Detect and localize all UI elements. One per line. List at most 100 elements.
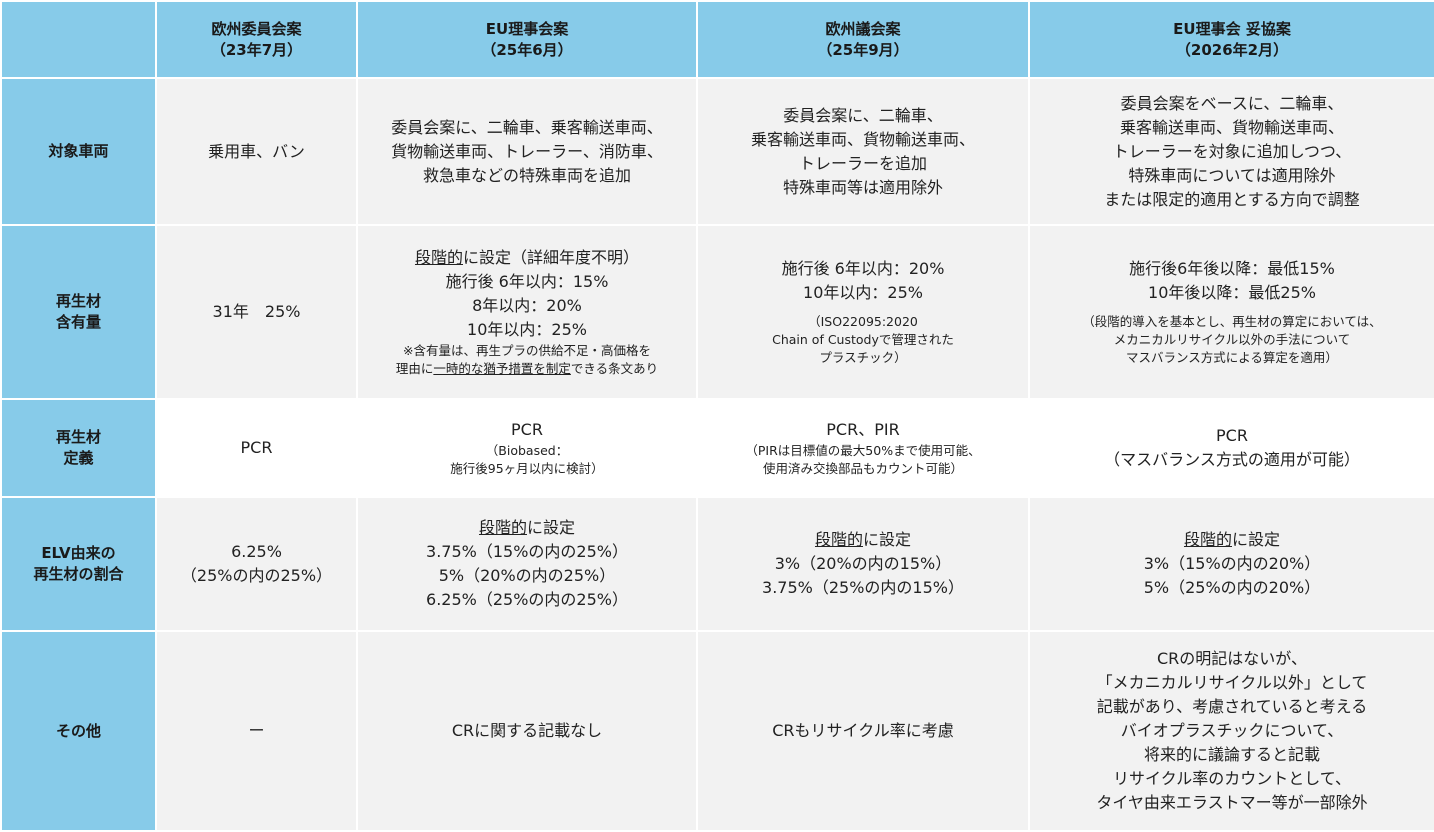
- text-line: 段階的に設定: [702, 528, 1024, 552]
- row-label-line: ELV由来の: [41, 544, 116, 562]
- text-line: 31年 25%: [212, 302, 301, 321]
- text-line: （マスバランス方式の適用が可能）: [1104, 450, 1360, 469]
- column-header: EU理事会 妥協案 （2026年2月）: [1028, 0, 1434, 79]
- text-line: 委員会案に、二輪車、: [783, 105, 943, 125]
- table-cell: 委員会案をベースに、二輪車、 乗客輸送車両、貨物輸送車両、 トレーラーを対象に追加し…: [1028, 77, 1434, 226]
- text-line: または限定的適用とする方向で調整: [1104, 189, 1360, 209]
- note-line: （Biobased：: [485, 443, 569, 458]
- row-label-line: その他: [55, 721, 101, 740]
- table-cell: PCR （Biobased： 施行後95ヶ月以内に検討）: [356, 398, 698, 498]
- text-part: 理由に: [395, 361, 434, 376]
- text-line: 3%（15%の内の20%）: [1143, 554, 1321, 573]
- text-part: に設定: [1232, 530, 1281, 549]
- text-line: PCR: [511, 420, 543, 439]
- table-cell: PCR、PIR （PIRは目標値の最大50%まで使用可能、 使用済み交換部品もカウン…: [696, 398, 1030, 498]
- table-cell: ー: [155, 630, 358, 832]
- text-line: 特殊車両等は適用除外: [782, 177, 943, 197]
- text-line: 「メカニカルリサイクル以外」として: [1096, 673, 1368, 692]
- header-line: 欧州委員会案: [211, 19, 302, 38]
- header-line: EU理事会案: [485, 19, 569, 38]
- text-line: 救急車などの特殊車両を追加: [422, 165, 631, 185]
- table-row: 再生材 含有量 31年 25% 段階的に設定（詳細年度不明） 施行後 6年以内：15% 8…: [0, 224, 1434, 400]
- text-line: リサイクル率のカウントとして、: [1113, 769, 1351, 788]
- column-header: 欧州議会案 （25年9月）: [696, 0, 1030, 79]
- table-cell: 委員会案に、二輪車、 乗客輸送車両、貨物輸送車両、 トレーラーを追加 特殊車両等は適用…: [696, 77, 1030, 226]
- row-label-line: 再生材: [55, 428, 101, 446]
- header-line: EU理事会 妥協案: [1173, 19, 1291, 38]
- text-part: に設定: [527, 518, 576, 537]
- text-line: タイヤ由来エラストマー等が一部除外: [1096, 793, 1368, 812]
- table-cell: 6.25% （25%の内の25%）: [155, 496, 358, 632]
- text-line: CRに関する記載なし: [451, 721, 603, 740]
- row-header: 再生材 含有量: [0, 224, 157, 400]
- text-line: PCR、PIR: [826, 420, 900, 439]
- text-line: 3%（20%の内の15%）: [774, 554, 952, 573]
- text-line: 段階的に設定（詳細年度不明）: [362, 246, 692, 270]
- row-label-line: 定義: [63, 449, 94, 467]
- text-line: CRの明記はないが、: [1157, 649, 1307, 668]
- note-line: マスバランス方式による算定を適用）: [1126, 350, 1338, 365]
- row-header: その他: [0, 630, 157, 832]
- underlined-text: 段階的: [814, 530, 863, 549]
- text-line: PCR: [240, 438, 273, 457]
- text-line: 施行後 6年以内：20%: [781, 259, 945, 278]
- table-cell: CRに関する記載なし: [356, 630, 698, 832]
- text-line: 貨物輸送車両、トレーラー、消防車、: [391, 141, 663, 161]
- text-line: 委員会案に、二輪車、乗客輸送車両、: [391, 117, 663, 137]
- text-line: （25%の内の25%）: [180, 566, 333, 585]
- text-line: 記載があり、考慮されていると考える: [1096, 697, 1368, 716]
- text-line: 10年後以降：最低25%: [1148, 283, 1316, 302]
- note-line: ※含有量は、再生プラの供給不足・高価格を: [403, 343, 651, 358]
- text-part: できる条文あり: [570, 361, 659, 376]
- header-line: 欧州議会案: [825, 19, 901, 38]
- table-cell: 31年 25%: [155, 224, 358, 400]
- table-row: ELV由来の 再生材の割合 6.25% （25%の内の25%） 段階的に設定 3.75%（…: [0, 496, 1434, 632]
- text-line: 3.75%（15%の内の25%）: [426, 542, 628, 561]
- note-line: メカニカルリサイクル以外の手法について: [1113, 332, 1351, 347]
- note-line: Chain of Custodyで管理された: [772, 332, 954, 347]
- table-cell: CRの明記はないが、「メカニカルリサイクル以外」として 記載があり、考慮されている…: [1028, 630, 1434, 832]
- text-line: 段階的に設定: [362, 516, 692, 540]
- row-label-line: 再生材: [55, 292, 101, 310]
- text-line: バイオプラスチックについて、: [1120, 721, 1344, 740]
- header-line: （25年9月）: [817, 40, 909, 59]
- table-cell: 乗用車、バン: [155, 77, 358, 226]
- row-label-line: 含有量: [55, 313, 101, 331]
- note-line: プラスチック）: [819, 350, 907, 365]
- text-part: に設定（詳細年度不明）: [463, 248, 640, 267]
- table-row: その他 ー CRに関する記載なし CRもリサイクル率に考慮 CRの明記はないが、「メカニ…: [0, 630, 1434, 832]
- text-line: 乗用車、バン: [208, 141, 305, 161]
- text-line: ー: [248, 721, 265, 740]
- text-line: 施行後6年後以降：最低15%: [1129, 259, 1335, 278]
- table-row: 対象車両 乗用車、バン 委員会案に、二輪車、乗客輸送車両、 貨物輸送車両、トレーラー、…: [0, 77, 1434, 226]
- text-line: CRもリサイクル率に考慮: [772, 721, 954, 740]
- text-line: 6.25%: [231, 542, 282, 561]
- note-line: （ISO22095:2020: [808, 314, 918, 329]
- underlined-text: 段階的: [1183, 530, 1232, 549]
- table-cell: 施行後6年後以降：最低15% 10年後以降：最低25% （段階的導入を基本とし、再生…: [1028, 224, 1434, 400]
- text-part: に設定: [863, 530, 912, 549]
- text-line: 将来的に議論すると記載: [1143, 745, 1320, 764]
- header-line: （23年7月）: [210, 40, 303, 59]
- underlined-text: 一時的な猶予措置を制定: [433, 361, 571, 376]
- text-line: トレーラーを対象に追加しつつ、: [1112, 141, 1352, 161]
- table-cell: PCR （マスバランス方式の適用が可能）: [1028, 398, 1434, 498]
- table-cell: 施行後 6年以内：20% 10年以内：25% （ISO22095:2020 Chain…: [696, 224, 1030, 400]
- row-label-line: 対象車両: [48, 142, 109, 160]
- text-line: PCR: [1216, 426, 1248, 445]
- row-label-line: 再生材の割合: [33, 565, 124, 583]
- text-line: 特殊車両については適用除外: [1128, 165, 1336, 185]
- header-row: 欧州委員会案 （23年7月） EU理事会案 （25年6月） 欧州議会案 （25年9月） EU…: [0, 0, 1434, 79]
- row-header: 再生材 定義: [0, 398, 157, 498]
- note-line: （PIRは目標値の最大50%まで使用可能、: [745, 443, 981, 458]
- text-line: 委員会案をベースに、二輪車、: [1120, 93, 1344, 113]
- table-cell: 段階的に設定 3%（20%の内の15%） 3.75%（25%の内の15%）: [696, 496, 1030, 632]
- table-cell: 委員会案に、二輪車、乗客輸送車両、 貨物輸送車両、トレーラー、消防車、 救急車などの…: [356, 77, 698, 226]
- note-line: 理由に一時的な猶予措置を制定できる条文あり: [362, 360, 692, 378]
- row-header: ELV由来の 再生材の割合: [0, 496, 157, 632]
- note-line: 施行後95ヶ月以内に検討）: [450, 461, 604, 476]
- table-cell: PCR: [155, 398, 358, 498]
- text-line: 5%（25%の内の20%）: [1143, 578, 1321, 597]
- text-line: 6.25%（25%の内の25%）: [426, 590, 628, 609]
